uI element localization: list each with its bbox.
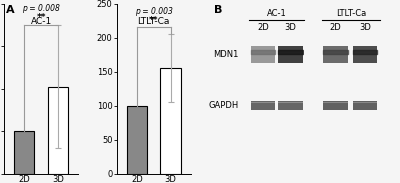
Bar	[251, 102, 275, 103]
Text: AC-1: AC-1	[267, 9, 286, 18]
Bar	[14, 131, 34, 174]
Text: A: A	[6, 5, 15, 16]
Text: AC-1: AC-1	[30, 17, 52, 26]
Bar	[278, 101, 303, 111]
Text: 3D: 3D	[359, 23, 371, 32]
Text: p = 0.003: p = 0.003	[135, 7, 173, 16]
Text: LTLT-Ca: LTLT-Ca	[138, 17, 170, 26]
Bar	[323, 101, 348, 111]
Text: 2D: 2D	[330, 23, 341, 32]
Bar	[323, 102, 348, 103]
Text: **: **	[149, 16, 158, 25]
Bar	[304, 21, 322, 140]
Bar	[251, 46, 275, 63]
Text: GAPDH: GAPDH	[208, 101, 239, 110]
Text: LTLT-Ca: LTLT-Ca	[336, 9, 366, 18]
Bar	[353, 101, 377, 111]
Bar	[353, 46, 377, 63]
Bar	[127, 106, 147, 174]
Bar	[323, 46, 348, 63]
Text: 3D: 3D	[284, 23, 296, 32]
Bar	[278, 102, 303, 103]
Text: B: B	[214, 5, 222, 16]
Bar	[278, 46, 303, 63]
Bar	[251, 101, 275, 111]
Text: MDN1: MDN1	[213, 50, 239, 59]
Text: 2D: 2D	[257, 23, 269, 32]
Text: p = 0.008: p = 0.008	[22, 4, 60, 13]
Bar	[160, 68, 181, 174]
Bar	[353, 102, 377, 103]
Text: **: **	[36, 13, 46, 22]
Bar	[48, 87, 68, 174]
